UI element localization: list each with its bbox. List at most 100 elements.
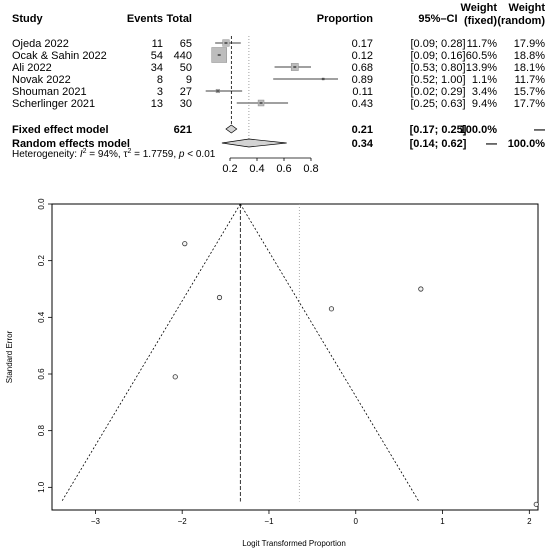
forest-plot-area: 0.2 0.4 0.6 0.8: [205, 36, 338, 175]
funnel-x-tick-label: 2: [527, 517, 532, 526]
random-weight-random: 100.0%: [508, 138, 546, 150]
study-total: 30: [180, 98, 192, 110]
random-weight-fixed: —: [486, 138, 497, 150]
het-i: I: [80, 149, 83, 160]
het-i-rest: = 94%,: [87, 149, 124, 160]
funnel-y-tick-label: 0.0: [37, 198, 46, 210]
het-i-sup: 2: [83, 148, 87, 155]
funnel-x-tick-label: −1: [264, 517, 274, 526]
header-weight-random-sub: (random): [497, 15, 545, 27]
study-proportion: 0.17: [352, 38, 373, 50]
header-events: Events: [127, 13, 163, 25]
funnel-x-tick-label: −2: [178, 517, 188, 526]
funnel-ylabel: Standard Error: [5, 330, 14, 383]
study-ci: [0.02; 0.29]: [410, 86, 465, 98]
study-ci: [0.52; 1.00]: [410, 74, 465, 86]
study-total: 65: [180, 38, 192, 50]
funnel-left-bound: [61, 203, 241, 502]
forest-x-tick-label: 0.4: [249, 163, 264, 175]
funnel-y-tick-label: 0.4: [37, 311, 46, 323]
study-events: 13: [151, 98, 163, 110]
study-events: 54: [151, 50, 163, 62]
het-p-rest: < 0.01: [184, 149, 215, 160]
funnel-x-tick-label: 1: [440, 517, 445, 526]
study-weight-random: 15.7%: [514, 86, 545, 98]
forest-x-tick-label: 0.2: [222, 163, 237, 175]
funnel-y-tick-label: 0.2: [37, 255, 46, 267]
random-proportion: 0.34: [352, 138, 374, 150]
study-proportion: 0.89: [352, 74, 373, 86]
funnel-points: [172, 241, 539, 507]
study-name: Novak 2022: [12, 74, 71, 86]
study-proportion: 0.11: [352, 86, 373, 98]
funnel-lines: [61, 203, 420, 502]
study-total: 50: [180, 62, 192, 74]
het-tau-sup: 2: [127, 148, 131, 155]
header-study: Study: [12, 13, 43, 25]
funnel-y-tick-label: 1.0: [37, 481, 46, 493]
study-weight-fixed: 11.7%: [467, 38, 498, 50]
header-weight-fixed: Weight: [461, 2, 498, 14]
heterogeneity-text: Heterogeneity: I2 = 94%, τ2 = 1.7759, p …: [12, 148, 216, 160]
forest-x-tick-label: 0.8: [303, 163, 318, 175]
fixed-proportion: 0.21: [352, 124, 373, 136]
study-name: Scherlinger 2021: [12, 98, 95, 110]
study-name: Ali 2022: [12, 62, 52, 74]
study-weight-random: 11.7%: [515, 74, 546, 86]
fixed-label: Fixed effect model: [12, 124, 109, 136]
het-p: p: [178, 149, 185, 160]
study-weight-fixed: 3.4%: [472, 86, 497, 98]
het-tau-rest: = 1.7759,: [131, 149, 179, 160]
fixed-effect-diamond: [225, 124, 238, 134]
fixed-ci: [0.17; 0.25]: [410, 124, 467, 136]
study-total: 440: [174, 50, 192, 62]
forest-rows: Ojeda 2022 11 65 0.17 [0.09; 0.28] 11.7% 17.9%…: [12, 38, 545, 150]
study-ci: [0.09; 0.28]: [410, 38, 465, 50]
study-weight-fixed: 60.5%: [466, 50, 497, 62]
forest-plot: Study Events Total Proportion 95%–CI Wei…: [12, 2, 545, 175]
header-proportion: Proportion: [317, 13, 373, 25]
het-tau: τ: [123, 149, 127, 160]
funnel-plot-frame: [51, 203, 539, 511]
funnel-x-tick-label: 0: [354, 517, 359, 526]
study-events: 8: [157, 74, 163, 86]
study-ci: [0.53; 0.80]: [410, 62, 465, 74]
study-proportion: 0.12: [352, 50, 373, 62]
study-weight-random: 18.8%: [514, 50, 545, 62]
study-weight-fixed: 13.9%: [466, 62, 497, 74]
forest-x-tick-label: 0.6: [276, 163, 291, 175]
study-name: Ojeda 2022: [12, 38, 69, 50]
study-name: Ocak & Sahin 2022: [12, 50, 107, 62]
fixed-total: 621: [174, 124, 192, 136]
het-prefix: Heterogeneity:: [12, 149, 80, 160]
study-events: 34: [151, 62, 163, 74]
funnel-point: [216, 294, 223, 301]
funnel-axes: −3 −2 −1 0 1 2 0.0 0.2 0.4 0.6 0.8 1.0: [37, 198, 532, 526]
study-weight-random: 17.7%: [514, 98, 545, 110]
study-events: 11: [152, 38, 163, 50]
funnel-point: [418, 286, 424, 292]
study-total: 27: [180, 86, 192, 98]
funnel-right-bound: [239, 203, 420, 502]
funnel-point: [172, 374, 178, 380]
study-proportion: 0.43: [352, 98, 373, 110]
study-weight-fixed: 1.1%: [472, 74, 497, 86]
funnel-y-tick-label: 0.8: [37, 425, 46, 437]
study-weight-random: 17.9%: [514, 38, 545, 50]
study-proportion: 0.68: [352, 62, 373, 74]
funnel-point: [328, 306, 335, 312]
study-events: 3: [157, 86, 163, 98]
study-total: 9: [186, 74, 192, 86]
header-weight-random: Weight: [509, 2, 546, 14]
funnel-x-tick-label: −3: [91, 517, 101, 526]
random-label: Random effects model: [12, 138, 130, 150]
study-name: Shouman 2021: [12, 86, 87, 98]
header-weight-fixed-sub: (fixed): [464, 15, 497, 27]
study-ci: [0.25; 0.63]: [410, 98, 465, 110]
header-total: Total: [167, 13, 192, 25]
study-weight-random: 18.1%: [514, 62, 545, 74]
funnel-plot: −3 −2 −1 0 1 2 0.0 0.2 0.4 0.6 0.8 1.0 Logit Transf…: [5, 198, 539, 548]
funnel-point: [182, 241, 188, 247]
fixed-weight-fixed: 100.0%: [460, 124, 498, 136]
